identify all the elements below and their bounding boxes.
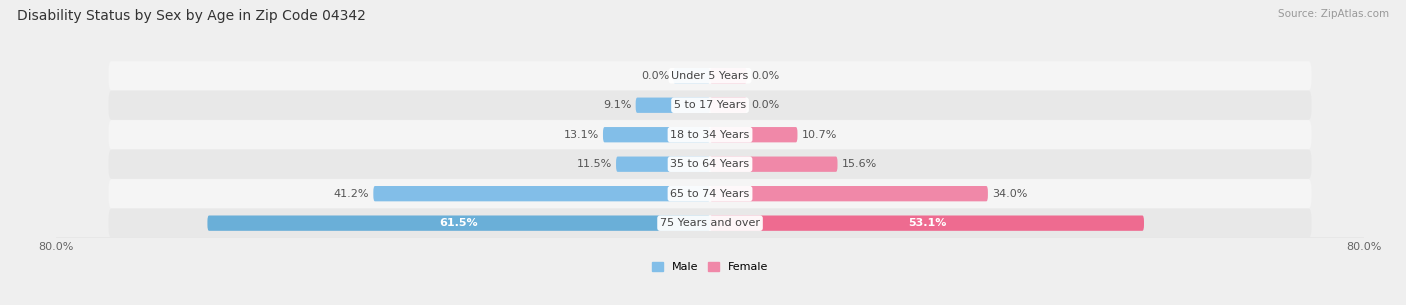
Text: 41.2%: 41.2% [333, 189, 370, 199]
FancyBboxPatch shape [710, 68, 747, 83]
FancyBboxPatch shape [108, 61, 1312, 90]
Text: 0.0%: 0.0% [641, 71, 669, 81]
Text: 5 to 17 Years: 5 to 17 Years [673, 100, 747, 110]
FancyBboxPatch shape [374, 186, 710, 201]
Text: 53.1%: 53.1% [908, 218, 946, 228]
FancyBboxPatch shape [710, 127, 797, 142]
FancyBboxPatch shape [636, 98, 710, 113]
FancyBboxPatch shape [673, 68, 710, 83]
Text: 34.0%: 34.0% [993, 189, 1028, 199]
FancyBboxPatch shape [710, 186, 988, 201]
Text: 18 to 34 Years: 18 to 34 Years [671, 130, 749, 140]
Text: 65 to 74 Years: 65 to 74 Years [671, 189, 749, 199]
Legend: Male, Female: Male, Female [648, 258, 772, 277]
FancyBboxPatch shape [108, 209, 1312, 238]
FancyBboxPatch shape [710, 98, 747, 113]
Text: 15.6%: 15.6% [842, 159, 877, 169]
FancyBboxPatch shape [710, 156, 838, 172]
Text: 75 Years and over: 75 Years and over [659, 218, 761, 228]
Text: 0.0%: 0.0% [751, 71, 779, 81]
FancyBboxPatch shape [108, 150, 1312, 179]
Text: Under 5 Years: Under 5 Years [672, 71, 748, 81]
Text: 35 to 64 Years: 35 to 64 Years [671, 159, 749, 169]
FancyBboxPatch shape [603, 127, 710, 142]
FancyBboxPatch shape [108, 91, 1312, 120]
FancyBboxPatch shape [108, 179, 1312, 208]
Text: 9.1%: 9.1% [603, 100, 631, 110]
Text: 61.5%: 61.5% [440, 218, 478, 228]
Text: 0.0%: 0.0% [751, 100, 779, 110]
FancyBboxPatch shape [710, 216, 1144, 231]
Text: 10.7%: 10.7% [801, 130, 837, 140]
Text: Source: ZipAtlas.com: Source: ZipAtlas.com [1278, 9, 1389, 19]
Text: 13.1%: 13.1% [564, 130, 599, 140]
FancyBboxPatch shape [616, 156, 710, 172]
Text: Disability Status by Sex by Age in Zip Code 04342: Disability Status by Sex by Age in Zip C… [17, 9, 366, 23]
Text: 11.5%: 11.5% [576, 159, 612, 169]
FancyBboxPatch shape [108, 120, 1312, 149]
FancyBboxPatch shape [208, 216, 710, 231]
